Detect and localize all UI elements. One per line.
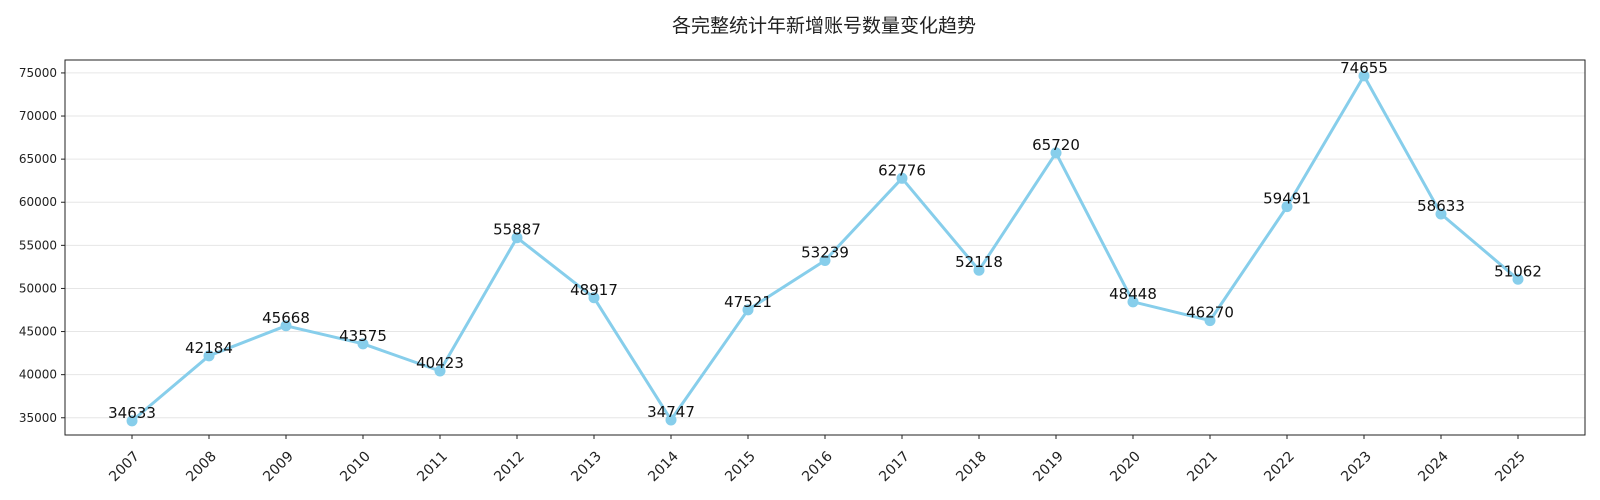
data-point — [511, 232, 523, 244]
x-tick-label: 2017 — [876, 449, 913, 486]
data-label: 46270 — [1186, 304, 1234, 322]
x-tick-label: 2025 — [1492, 449, 1529, 486]
data-label: 45668 — [262, 309, 310, 327]
data-label: 34747 — [647, 403, 695, 421]
y-tick-label: 35000 — [19, 411, 57, 425]
x-tick-label: 2012 — [491, 449, 528, 486]
data-label: 47521 — [724, 293, 772, 311]
data-point — [588, 292, 600, 304]
data-label: 43575 — [339, 327, 387, 345]
y-axis: 35000 40000 45000 50000 55000 60000 65000 70000… — [19, 66, 65, 425]
x-tick-label: 2008 — [183, 449, 220, 486]
y-tick-label: 70000 — [19, 109, 57, 123]
x-axis: 2007 2008 2009 2010 2011 2012 2013 2014 2015 2016… — [106, 435, 1529, 485]
y-tick-label: 65000 — [19, 152, 57, 166]
data-point — [203, 350, 215, 362]
data-point — [434, 365, 446, 377]
data-label: 59491 — [1263, 190, 1311, 208]
data-label: 48448 — [1109, 285, 1157, 303]
plot-area-frame — [64, 59, 1586, 436]
x-tick-label: 2018 — [953, 449, 990, 486]
chart-title: 各完整统计年新增账号数量变化趋势 — [672, 15, 976, 37]
data-point — [357, 338, 369, 350]
data-label: 58633 — [1417, 197, 1465, 215]
data-point — [665, 414, 677, 426]
data-point — [819, 255, 831, 267]
data-point — [1358, 70, 1370, 82]
data-point — [1435, 208, 1447, 220]
x-tick-label: 2019 — [1030, 449, 1067, 486]
data-point — [896, 172, 908, 184]
data-label: 53239 — [801, 244, 849, 262]
data-label: 52118 — [955, 253, 1003, 271]
data-point — [280, 320, 292, 332]
y-tick-label: 45000 — [19, 325, 57, 339]
data-label: 42184 — [185, 339, 233, 357]
x-tick-label: 2022 — [1261, 449, 1298, 486]
y-tick-label: 40000 — [19, 368, 57, 382]
x-tick-label: 2016 — [799, 448, 836, 485]
x-tick-label: 2024 — [1415, 448, 1452, 485]
y-tick-label: 50000 — [19, 281, 57, 295]
y-tick-label: 55000 — [19, 238, 57, 252]
x-tick-label: 2013 — [568, 449, 605, 486]
data-label: 55887 — [493, 221, 541, 239]
data-label: 74655 — [1340, 59, 1388, 77]
x-tick-label: 2007 — [106, 449, 143, 486]
x-tick-label: 2020 — [1107, 449, 1144, 486]
x-tick-label: 2009 — [260, 449, 297, 486]
data-label: 62776 — [878, 161, 926, 179]
data-point — [1512, 273, 1524, 285]
series-layer — [126, 70, 1524, 427]
data-label: 48917 — [570, 281, 618, 299]
data-point — [1204, 315, 1216, 327]
data-label: 51062 — [1494, 262, 1542, 280]
data-point — [742, 304, 754, 316]
data-point — [1127, 296, 1139, 308]
x-tick-label: 2021 — [1184, 449, 1221, 486]
grid-layer — [65, 72, 1585, 419]
x-tick-label: 2015 — [722, 449, 759, 486]
data-label: 34633 — [108, 404, 156, 422]
x-tick-label: 2023 — [1338, 449, 1375, 486]
data-point — [1050, 147, 1062, 159]
data-label: 40423 — [416, 354, 464, 372]
data-label: 65720 — [1032, 136, 1080, 154]
y-tick-label: 60000 — [19, 195, 57, 209]
data-point — [126, 415, 138, 427]
x-tick-label: 2011 — [414, 449, 451, 486]
y-tick-label: 75000 — [19, 66, 57, 80]
x-tick-label: 2010 — [337, 449, 374, 486]
x-tick-label: 2014 — [645, 448, 682, 485]
data-point — [973, 264, 985, 276]
data-point — [1281, 201, 1293, 213]
data-label-layer: 34633 42184 45668 43575 40423 55887 48917 34747… — [108, 59, 1542, 422]
